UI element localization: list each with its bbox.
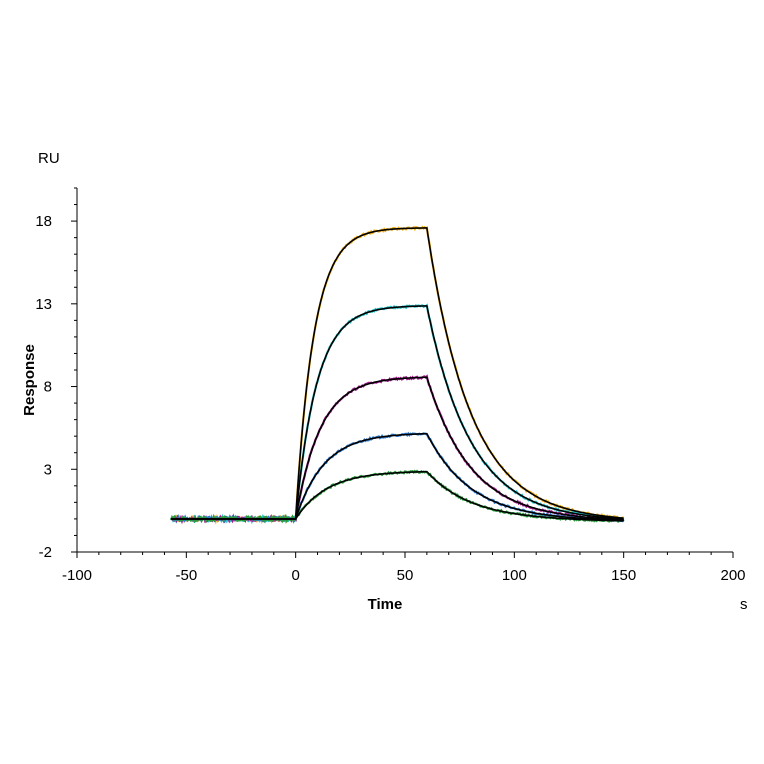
x-tick-label: 50 (397, 567, 414, 584)
x-tick-label: -100 (62, 567, 92, 584)
y-tick-label: 18 (35, 213, 52, 230)
x-tick-label: 200 (720, 567, 745, 584)
fit-curve-line (171, 227, 624, 520)
y-unit-label: RU (38, 150, 60, 167)
data-series-line (170, 469, 625, 524)
y-tick-label: 13 (35, 296, 52, 313)
y-tick-label: 3 (44, 461, 52, 478)
x-tick-label: 150 (611, 567, 636, 584)
y-ticks: -2 3 8 13 18 (35, 187, 77, 561)
x-unit-label: s (740, 596, 748, 613)
x-axis-title: Time (368, 596, 403, 613)
axes: -100 -50 0 50 100 150 200 -2 3 8 13 18 (35, 187, 746, 584)
data-series-line (170, 374, 625, 525)
x-ticks: -100 -50 0 50 100 150 200 (62, 552, 746, 584)
y-axis-title: Response (21, 344, 38, 416)
fit-curves (171, 227, 624, 522)
fit-curve-line (171, 376, 624, 521)
y-tick-label: 8 (44, 379, 52, 396)
x-tick-label: 0 (291, 567, 299, 584)
x-tick-label: 100 (502, 567, 527, 584)
fit-curve-line (171, 470, 624, 522)
fit-curve-line (171, 305, 624, 520)
data-series-line (170, 225, 624, 525)
data-curves (170, 225, 625, 525)
y-tick-label: -2 (39, 544, 52, 561)
x-tick-label: -50 (175, 567, 197, 584)
data-series-line (170, 303, 625, 525)
